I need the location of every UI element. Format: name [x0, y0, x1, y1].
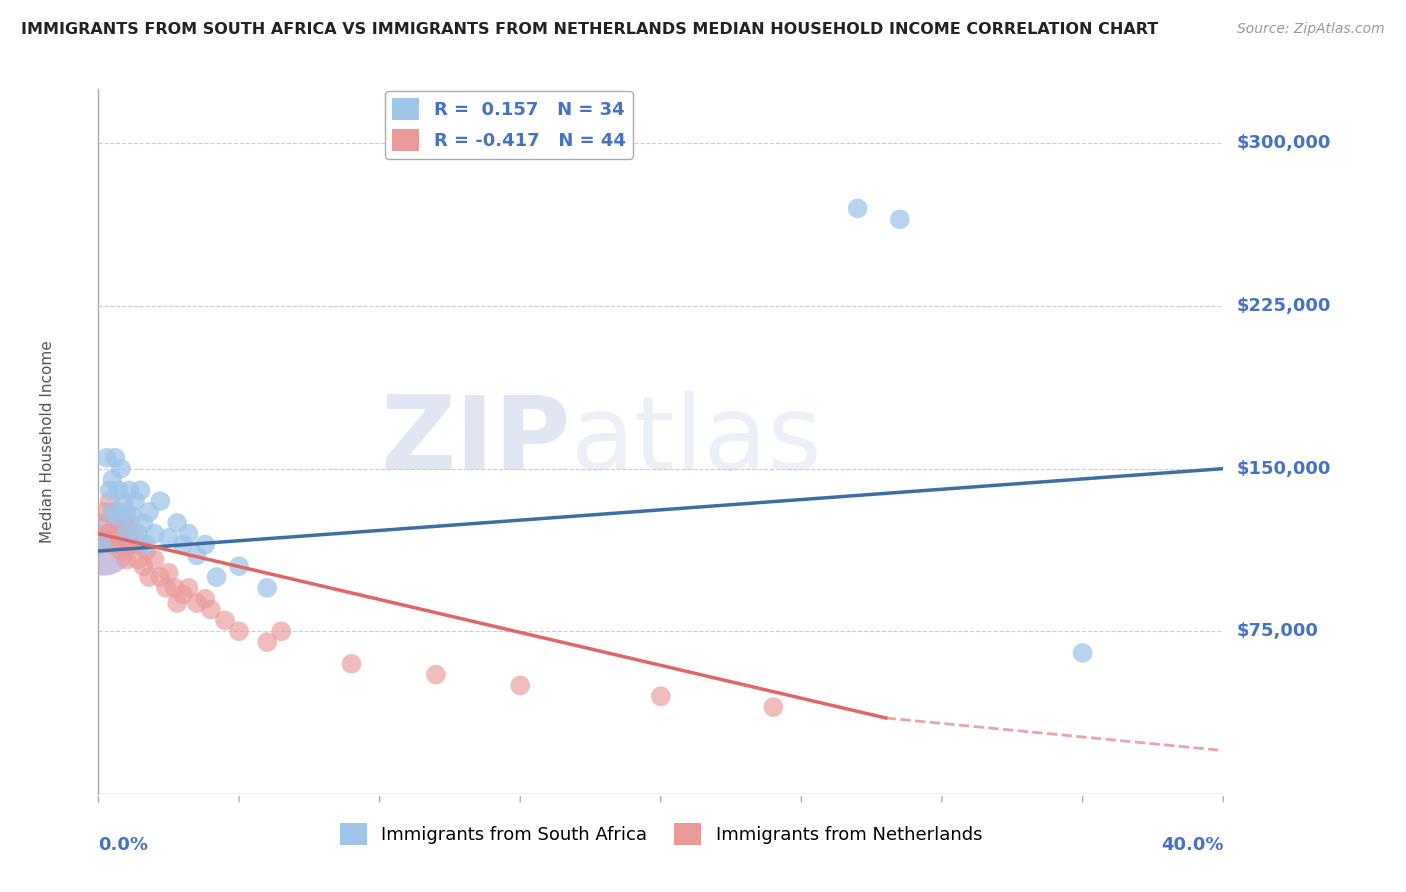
- Point: [157, 531, 180, 545]
- Point: [118, 483, 141, 498]
- Point: [214, 614, 236, 628]
- Text: IMMIGRANTS FROM SOUTH AFRICA VS IMMIGRANTS FROM NETHERLANDS MEDIAN HOUSEHOLD INC: IMMIGRANTS FROM SOUTH AFRICA VS IMMIGRAN…: [21, 22, 1159, 37]
- Point: [121, 509, 143, 524]
- Point: [228, 559, 250, 574]
- Point: [157, 566, 180, 580]
- Point: [135, 537, 157, 551]
- Text: 40.0%: 40.0%: [1161, 836, 1223, 855]
- Text: Source: ZipAtlas.com: Source: ZipAtlas.com: [1237, 22, 1385, 37]
- Point: [270, 624, 292, 639]
- Text: $150,000: $150,000: [1237, 459, 1331, 477]
- Point: [118, 522, 141, 536]
- Point: [166, 596, 188, 610]
- Point: [127, 552, 149, 566]
- Point: [101, 505, 124, 519]
- Point: [509, 678, 531, 692]
- Point: [172, 587, 194, 601]
- Point: [143, 526, 166, 541]
- Point: [1071, 646, 1094, 660]
- Point: [93, 505, 115, 519]
- Point: [172, 537, 194, 551]
- Point: [96, 526, 118, 541]
- Point: [340, 657, 363, 671]
- Point: [228, 624, 250, 639]
- Point: [121, 537, 143, 551]
- Text: 0.0%: 0.0%: [98, 836, 149, 855]
- Point: [163, 581, 186, 595]
- Point: [143, 552, 166, 566]
- Point: [132, 516, 155, 530]
- Point: [132, 559, 155, 574]
- Point: [762, 700, 785, 714]
- Point: [107, 509, 129, 524]
- Point: [127, 526, 149, 541]
- Text: $300,000: $300,000: [1237, 135, 1331, 153]
- Point: [186, 549, 208, 563]
- Point: [98, 494, 121, 508]
- Point: [186, 596, 208, 610]
- Text: ZIP: ZIP: [381, 391, 571, 492]
- Text: $225,000: $225,000: [1237, 297, 1331, 315]
- Text: atlas: atlas: [571, 391, 823, 492]
- Point: [256, 581, 278, 595]
- Point: [149, 494, 172, 508]
- Point: [177, 581, 200, 595]
- Point: [129, 483, 152, 498]
- Point: [112, 516, 135, 530]
- Point: [205, 570, 228, 584]
- Point: [200, 602, 222, 616]
- Point: [112, 494, 135, 508]
- Point: [155, 581, 177, 595]
- Point: [101, 505, 124, 519]
- Point: [846, 202, 869, 216]
- Point: [425, 667, 447, 681]
- Point: [107, 505, 129, 519]
- Point: [138, 570, 160, 584]
- Point: [889, 212, 911, 227]
- Point: [129, 537, 152, 551]
- Point: [149, 570, 172, 584]
- Point: [110, 526, 132, 541]
- Point: [98, 526, 121, 541]
- Point: [115, 509, 138, 524]
- Point: [115, 552, 138, 566]
- Point: [101, 537, 124, 551]
- Point: [115, 505, 138, 519]
- Point: [98, 483, 121, 498]
- Point: [650, 690, 672, 704]
- Point: [104, 516, 127, 530]
- Point: [135, 544, 157, 558]
- Point: [166, 516, 188, 530]
- Point: [124, 494, 146, 508]
- Point: [110, 544, 132, 558]
- Point: [90, 537, 112, 551]
- Point: [194, 591, 217, 606]
- Text: $75,000: $75,000: [1237, 623, 1319, 640]
- Point: [107, 483, 129, 498]
- Text: Median Household Income: Median Household Income: [41, 340, 55, 543]
- Point: [177, 526, 200, 541]
- Point: [101, 473, 124, 487]
- Point: [124, 531, 146, 545]
- Point: [107, 531, 129, 545]
- Point: [115, 526, 138, 541]
- Point: [96, 450, 118, 465]
- Point: [112, 537, 135, 551]
- Legend: Immigrants from South Africa, Immigrants from Netherlands: Immigrants from South Africa, Immigrants…: [332, 815, 990, 852]
- Point: [90, 537, 112, 551]
- Point: [93, 537, 115, 551]
- Point: [138, 505, 160, 519]
- Point: [256, 635, 278, 649]
- Point: [104, 450, 127, 465]
- Point: [110, 461, 132, 475]
- Point: [194, 537, 217, 551]
